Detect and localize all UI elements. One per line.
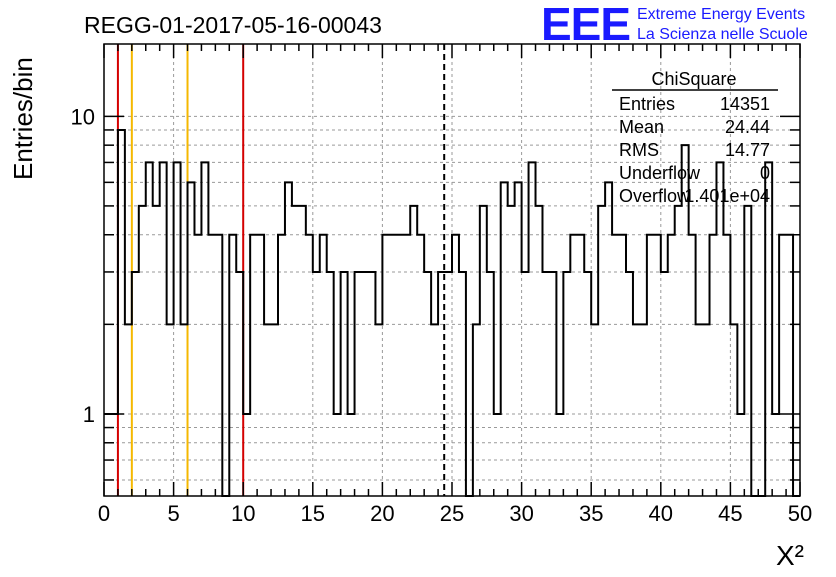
stats-label: Mean [619,117,664,137]
x-tick-label: 40 [649,501,673,526]
x-axis-title: X² [776,540,804,571]
stats-value: 14.77 [725,140,770,160]
x-tick-label: 25 [440,501,464,526]
x-tick-label: 0 [98,501,110,526]
stats-label: Overflow [619,186,691,206]
eee-logo: EEE [541,0,630,50]
stats-value: 0 [760,163,770,183]
axis-ticks [103,44,801,496]
stats-title: ChiSquare [651,69,736,89]
stats-box: ChiSquare Entries 14351 Mean 24.44 RMS 1… [612,69,778,206]
y-tick-label: 10 [71,104,95,129]
stats-label: Underflow [619,163,701,183]
x-tick-label: 45 [718,501,742,526]
x-tick-label: 35 [579,501,603,526]
plot-title: REGG-01-2017-05-16-00043 [84,12,382,38]
x-tick-labels: 0 5 10 15 20 25 30 35 40 45 50 [98,501,812,526]
logo-line-1: Extreme Energy Events [637,6,805,23]
x-tick-label: 15 [301,501,325,526]
logo-line-2: La Scienza nelle Scuole [637,26,808,43]
y-axis-title: Entries/bin [8,57,38,180]
stats-value: 14351 [720,94,770,114]
y-tick-labels: 1 10 [71,104,95,427]
stats-label: RMS [619,140,659,160]
x-tick-label: 5 [167,501,179,526]
stats-value: 24.44 [725,117,770,137]
y-tick-label: 1 [83,402,95,427]
x-tick-label: 10 [231,501,255,526]
x-tick-label: 30 [509,501,533,526]
x-tick-label: 50 [788,501,812,526]
histogram-steps [104,128,800,497]
x-tick-label: 20 [370,501,394,526]
stats-value: 1.401e+04 [684,186,770,206]
stats-label: Entries [619,94,675,114]
